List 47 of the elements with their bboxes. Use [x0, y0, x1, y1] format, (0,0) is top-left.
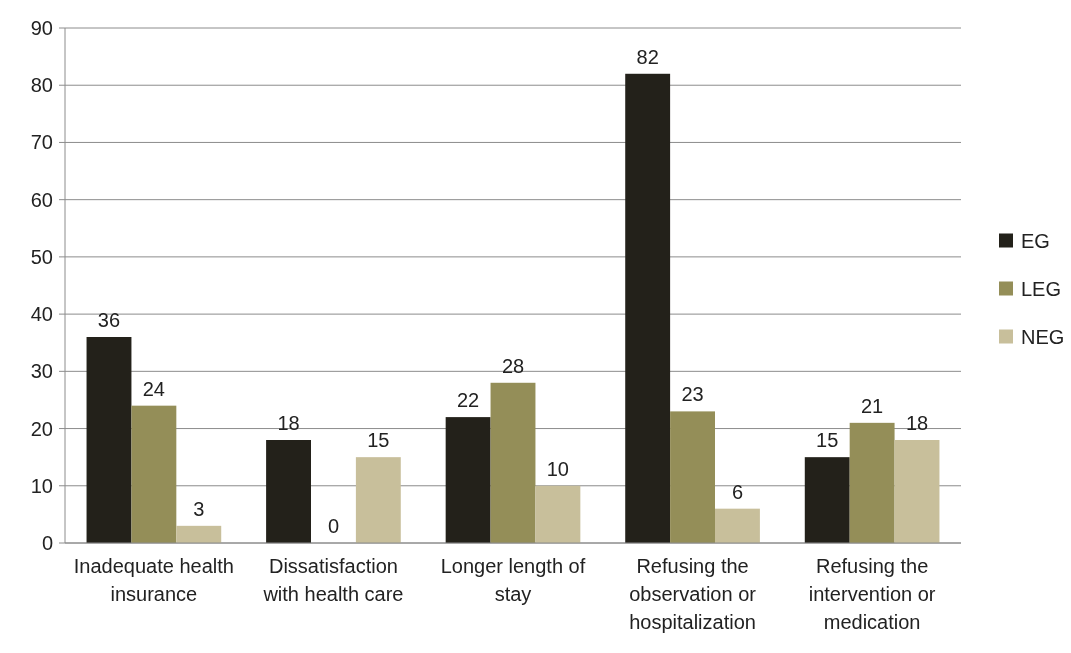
data-label: 22 — [456, 389, 480, 412]
legend-label: NEG — [1021, 325, 1065, 348]
bar — [804, 457, 850, 543]
data-label: 15 — [367, 429, 390, 452]
data-label: 18 — [905, 412, 929, 434]
data-label: 0 — [327, 515, 339, 537]
x-tick-label: Refusing the observation or hospitalization — [629, 555, 757, 633]
y-tick-label: 0 — [41, 532, 53, 554]
data-label: 10 — [546, 457, 570, 480]
y-tick-label: 10 — [30, 474, 53, 497]
y-tick-label: 60 — [30, 188, 53, 211]
bar — [266, 440, 311, 543]
x-tick-label: Refusing the intervention or medication — [808, 555, 936, 633]
bar — [490, 382, 536, 543]
x-tick-label: Longer length of stay — [440, 555, 586, 605]
y-tick-label: 20 — [30, 417, 53, 440]
bar — [86, 337, 132, 543]
legend-label: LEG — [1021, 277, 1062, 300]
data-label: 15 — [816, 429, 839, 452]
bar — [849, 422, 895, 543]
y-tick-label: 80 — [30, 74, 53, 97]
x-tick-label: Inadequate health insurance — [73, 555, 234, 605]
y-tick-label: 50 — [30, 245, 53, 268]
bar — [625, 73, 671, 543]
bar — [131, 405, 177, 543]
data-label: 3 — [193, 497, 205, 520]
legend-label: EG — [1021, 229, 1050, 252]
y-tick-label: 40 — [30, 303, 53, 326]
data-label: 21 — [860, 394, 884, 417]
bar — [670, 411, 715, 543]
bar — [894, 440, 940, 543]
bar — [355, 457, 401, 543]
bar — [535, 485, 581, 543]
data-label: 28 — [501, 354, 525, 377]
data-label: 23 — [681, 383, 704, 406]
data-label: 36 — [97, 309, 121, 331]
data-label: 6 — [731, 480, 744, 503]
x-tick-label: Dissatisfaction with health care — [262, 555, 404, 605]
data-label: 24 — [142, 377, 166, 400]
data-label: 82 — [636, 45, 659, 68]
y-tick-label: 70 — [30, 131, 53, 154]
data-label: 18 — [277, 412, 300, 434]
bar — [445, 417, 491, 543]
y-tick-label: 90 — [30, 17, 53, 39]
bar — [176, 525, 222, 543]
bar — [715, 508, 760, 543]
y-tick-label: 30 — [30, 360, 53, 383]
